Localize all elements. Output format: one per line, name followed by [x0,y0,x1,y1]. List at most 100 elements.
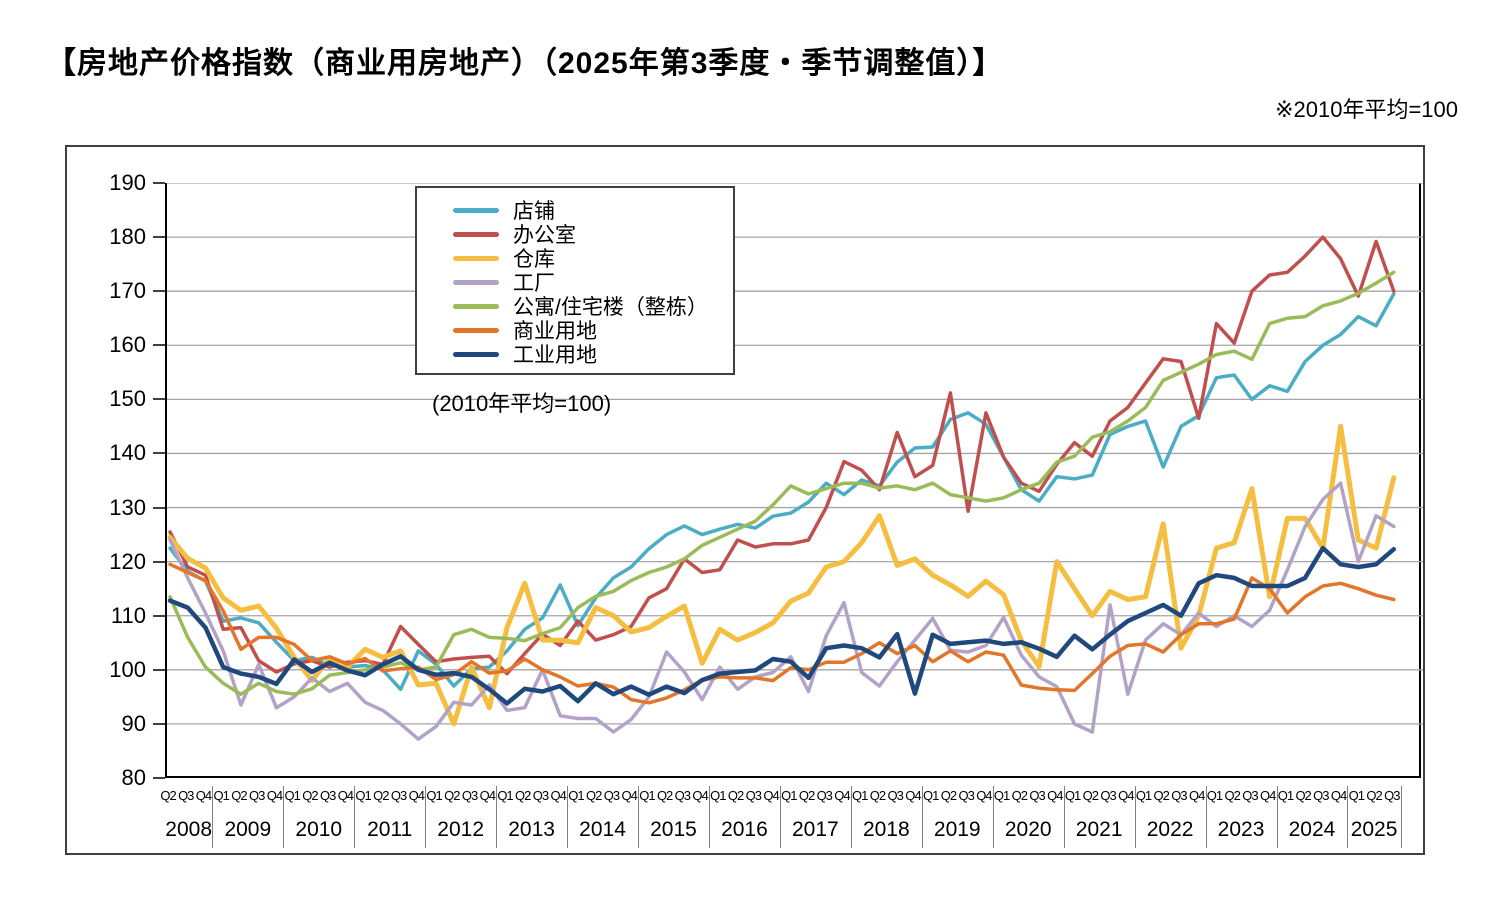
x-axis-quarter-label: Q4 [337,788,354,803]
x-axis-quarter-label: Q4 [905,788,921,803]
series-line-industrial_land [167,545,1397,706]
x-axis-year-label: 2012 [437,818,484,841]
x-axis-quarter-label: Q3 [1029,788,1045,803]
x-axis-quarter-label: Q2 [585,788,602,803]
x-axis-quarter-label: Q1 [922,788,939,803]
x-axis-year-label: 2009 [224,818,272,841]
x-axis-quarter-label: Q3 [532,788,549,803]
y-axis-tick [153,452,165,455]
year-separator [425,786,427,848]
legend-label: 商业用地 [513,320,597,343]
line-chart-canvas [167,183,1423,741]
x-axis-quarter-label: Q4 [1259,788,1276,803]
year-separator [779,786,781,848]
store-line-swatch-icon [453,207,499,213]
x-axis-quarter-label: Q4 [479,788,496,803]
year-separator [921,786,923,848]
y-axis-tick [153,668,165,671]
x-axis-year-label: 2025 [1350,818,1398,841]
x-axis-quarter-label: Q2 [1153,788,1170,803]
x-axis-quarter-label: Q2 [940,788,957,803]
x-axis-quarter-label: Q3 [1171,788,1187,803]
y-axis-tick-label: 140 [109,440,146,466]
x-axis-quarter-label: Q2 [1082,788,1099,803]
y-axis-tick [153,290,165,293]
x-axis-quarter-label: Q3 [745,788,762,803]
x-axis-quarter-label: Q2 [1011,788,1028,803]
x-axis-quarter-label: Q2 [798,788,815,803]
x-axis-quarter-label: Q4 [1047,788,1063,803]
year-separator [992,786,994,848]
legend-item-factory: 工厂 [417,270,733,295]
x-axis-quarter-label: Q3 [461,788,478,803]
y-axis-tick-label: 150 [109,386,146,412]
legend-item-apartment: 公寓/住宅楼（整栋） [417,294,733,319]
year-separator [1347,786,1349,848]
x-axis-quarter-label: Q2 [727,788,744,803]
x-axis-quarter-label: Q3 [816,788,833,803]
x-axis-year-label: 2016 [721,818,768,841]
year-separator [354,786,356,848]
y-axis-tick-label: 160 [109,332,146,358]
x-axis-year-label: 2010 [295,818,343,841]
legend-item-office: 办公室 [417,222,733,247]
y-axis-tick [153,560,165,563]
industrial-land-line-swatch-icon [453,351,499,357]
legend-item-industrial-land: 工业用地 [417,342,733,367]
y-axis-tick [153,777,165,779]
year-separator [1400,786,1402,848]
x-axis-year-label: 2022 [1146,818,1194,841]
legend-label: 办公室 [513,224,576,247]
x-axis-quarter-label: Q2 [373,788,389,803]
x-axis-quarter-label: Q1 [497,788,513,803]
apartment-line-swatch-icon [453,303,499,309]
x-axis-quarter-label: Q4 [1330,788,1347,803]
y-axis-tick [153,614,165,617]
y-axis-tick [153,398,165,401]
x-axis-quarter-label: Q2 [1366,788,1382,803]
x-axis-quarter-label: Q3 [1384,788,1400,803]
x-axis-quarter-label: Q3 [390,788,407,803]
x-axis-quarter-label: Q2 [656,788,673,803]
x-axis-quarter-label: Q1 [568,788,584,803]
x-axis-quarter-label: Q1 [781,788,797,803]
x-axis-quarter-label: Q2 [515,788,531,803]
series-line-apartment [168,270,1396,696]
legend: 店铺 办公室 仓库 工厂 公寓/住宅楼（整栋） 商业用地 工业用地 [415,186,735,375]
x-axis-quarter-label: Q4 [976,788,992,803]
series-line-commercial_land [168,562,1396,705]
y-axis-tick-label: 130 [109,494,146,520]
x-axis-quarter-label: Q1 [355,788,371,803]
y-axis-tick-label: 110 [110,602,146,628]
year-separator [1276,786,1278,848]
year-separator [1134,786,1136,848]
legend-label: 店铺 [513,200,555,223]
x-axis-year-label: 2019 [933,818,981,841]
x-axis-quarter-label: Q2 [1224,788,1241,803]
y-axis-tick-label: 180 [109,224,146,250]
x-axis-quarter-label: Q2 [302,788,318,803]
x-axis-quarter-label: Q3 [1100,788,1116,803]
y-axis-tick [153,236,165,239]
x-axis-quarter-label: Q1 [1064,788,1081,803]
x-axis-quarter-label: Q3 [249,788,265,803]
x-axis-quarter-label: Q4 [408,788,425,803]
x-axis-quarter-label: Q4 [195,788,212,803]
legend-label: 工厂 [513,272,555,295]
x-axis-year-label: 2008 [165,818,213,841]
y-axis-tick-label: 120 [109,548,146,574]
series-line-office [168,235,1396,676]
x-axis-year-label: 2013 [508,818,555,841]
plot-area [165,183,1423,778]
x-axis-quarter-label: Q2 [869,788,886,803]
x-axis-quarter-label: Q1 [284,788,300,803]
x-axis-year-label: 2011 [367,818,413,841]
series-line-factory [168,481,1396,741]
x-axis-year-label: 2018 [862,818,910,841]
year-separator [496,786,498,848]
x-axis-quarter-label: Q3 [603,788,620,803]
legend-label: 公寓/住宅楼（整栋） [513,296,708,319]
x-axis-quarter-label: Q1 [710,788,726,803]
legend-label: 工业用地 [513,344,597,367]
x-axis-year-label: 2015 [650,818,697,841]
